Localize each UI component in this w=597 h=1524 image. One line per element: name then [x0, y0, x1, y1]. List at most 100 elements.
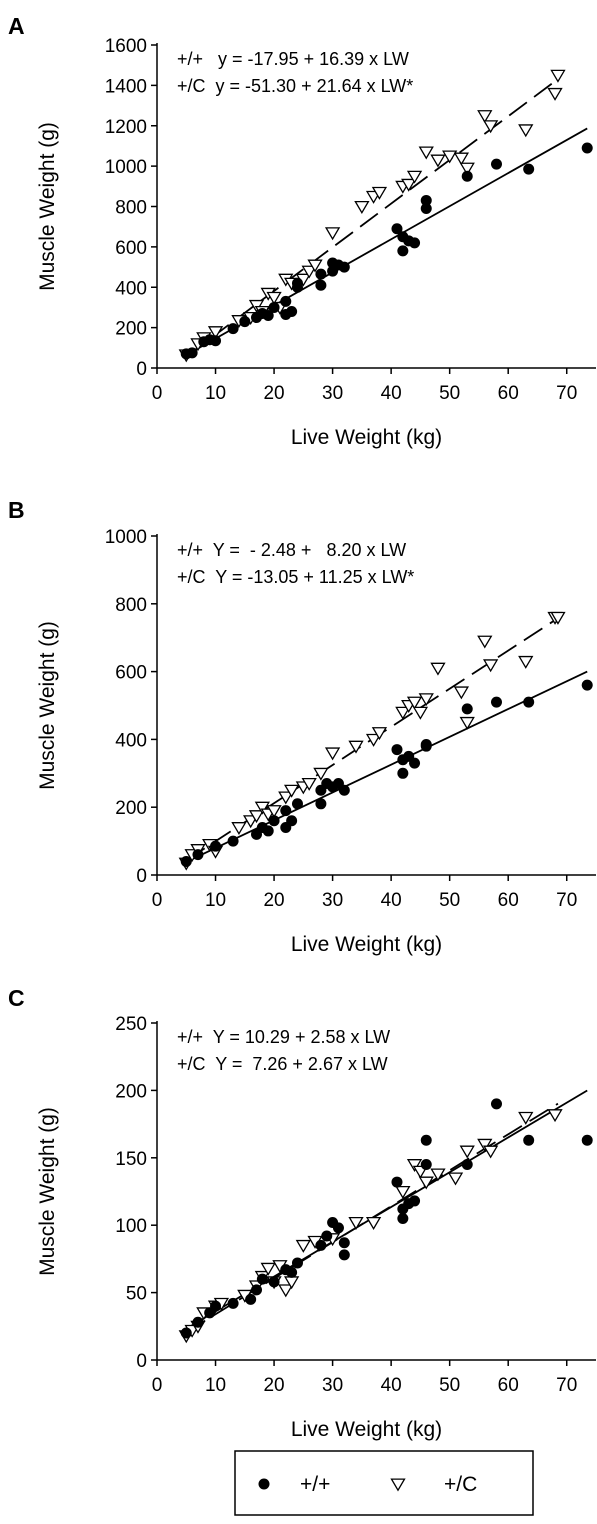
data-point — [391, 223, 403, 235]
data-point — [207, 326, 224, 340]
data-point — [280, 805, 292, 817]
y-tick-label: 200 — [115, 798, 147, 819]
panel-c: C 0 50 100 150 200 250 0 10 20 30 40 50 60 70 Live Weig… — [8, 985, 596, 1441]
data-point — [227, 835, 239, 847]
x-tick-label: 20 — [263, 383, 284, 404]
y-tick-label: 150 — [115, 1149, 147, 1170]
data-point — [523, 1134, 535, 1146]
regression-equation: +/+ Y = - 2.48 + 8.20 x LW — [177, 540, 406, 560]
x-tick-label: 30 — [322, 1375, 343, 1396]
data-point — [395, 1185, 411, 1199]
data-point — [348, 1216, 364, 1230]
x-axis-title: Live Weight (kg) — [291, 1418, 442, 1441]
legend-marker — [390, 1478, 406, 1492]
x-tick-label: 50 — [439, 383, 460, 404]
data-point — [483, 659, 499, 673]
data-point — [315, 268, 327, 280]
data-point — [278, 791, 294, 805]
data-point — [397, 767, 409, 779]
data-point — [286, 305, 298, 317]
x-tick-label: 20 — [263, 1375, 284, 1396]
data-point — [490, 1098, 502, 1110]
y-tick-label: 0 — [136, 359, 147, 380]
data-point — [266, 291, 282, 305]
data-point — [477, 1138, 493, 1152]
data-point — [231, 822, 247, 835]
data-point — [286, 815, 298, 827]
data-point — [391, 744, 403, 756]
data-point — [338, 1249, 350, 1261]
data-point — [406, 1159, 423, 1172]
data-point — [268, 815, 280, 827]
y-tick-label: 250 — [115, 1014, 147, 1035]
data-point — [239, 316, 251, 328]
y-tick-label: 1200 — [105, 117, 147, 138]
data-point — [447, 1172, 464, 1186]
legend-box — [234, 1450, 534, 1516]
regression-equation: +/+ y = -17.95 + 16.39 x LW — [177, 49, 409, 69]
data-point — [420, 1134, 432, 1146]
y-tick-label: 0 — [136, 866, 147, 887]
data-point — [266, 805, 282, 819]
data-point — [395, 706, 411, 720]
regression-equation: +/C Y = 7.26 + 2.67 x LW — [177, 1054, 388, 1074]
x-tick-label: 0 — [152, 1375, 163, 1396]
x-tick-label: 0 — [152, 383, 163, 404]
x-tick-label: 40 — [381, 383, 402, 404]
data-point — [248, 810, 265, 824]
panel-a: A 0 200 400 600 800 1000 1200 1400 1600 0 10 20 30 40 5… — [8, 13, 596, 449]
legend-marker — [258, 1478, 270, 1490]
data-point — [547, 1109, 563, 1123]
data-point — [315, 1239, 327, 1251]
data-point — [210, 840, 222, 852]
y-tick-label: 1000 — [105, 527, 147, 548]
data-point — [406, 170, 423, 184]
data-point — [192, 849, 204, 861]
x-tick-label: 30 — [322, 890, 343, 911]
x-tick-label: 10 — [205, 890, 226, 911]
x-tick-label: 60 — [498, 1375, 519, 1396]
data-point — [518, 1111, 534, 1125]
data-point — [291, 1257, 303, 1269]
y-tick-label: 50 — [126, 1284, 147, 1305]
data-point — [338, 1237, 350, 1249]
data-point — [256, 1273, 268, 1285]
data-point — [418, 693, 434, 707]
data-point — [245, 1293, 257, 1305]
data-point — [523, 163, 535, 175]
data-point — [371, 727, 388, 741]
regression-line-carrier — [185, 78, 559, 358]
data-point — [518, 124, 534, 138]
y-tick-label: 600 — [115, 663, 147, 684]
data-point — [227, 1297, 239, 1309]
y-axis-title: Muscle Weight (g) — [36, 1107, 59, 1276]
data-point — [490, 158, 502, 170]
data-point — [406, 696, 423, 710]
y-tick-label: 200 — [115, 1081, 147, 1102]
data-point — [260, 1262, 276, 1276]
data-point — [550, 611, 566, 625]
data-point — [348, 740, 364, 754]
data-point — [477, 635, 493, 649]
x-tick-label: 70 — [556, 383, 577, 404]
x-tick-label: 60 — [498, 383, 519, 404]
data-point — [210, 335, 222, 347]
data-point — [324, 747, 341, 761]
data-point — [409, 237, 421, 249]
data-point — [420, 1159, 432, 1171]
x-tick-label: 50 — [439, 1375, 460, 1396]
data-point — [397, 245, 409, 257]
data-point — [283, 784, 300, 798]
data-point — [461, 170, 473, 182]
x-axis-title: Live Weight (kg) — [291, 933, 442, 956]
y-tick-label: 1600 — [105, 36, 147, 57]
data-point — [459, 162, 475, 176]
data-point — [278, 1284, 294, 1298]
data-point — [430, 662, 446, 676]
y-tick-label: 600 — [115, 238, 147, 259]
data-point — [412, 706, 429, 720]
data-point — [192, 1316, 204, 1328]
data-point — [430, 154, 446, 168]
legend-label: +/+ — [300, 1473, 330, 1496]
data-point — [430, 1168, 446, 1182]
